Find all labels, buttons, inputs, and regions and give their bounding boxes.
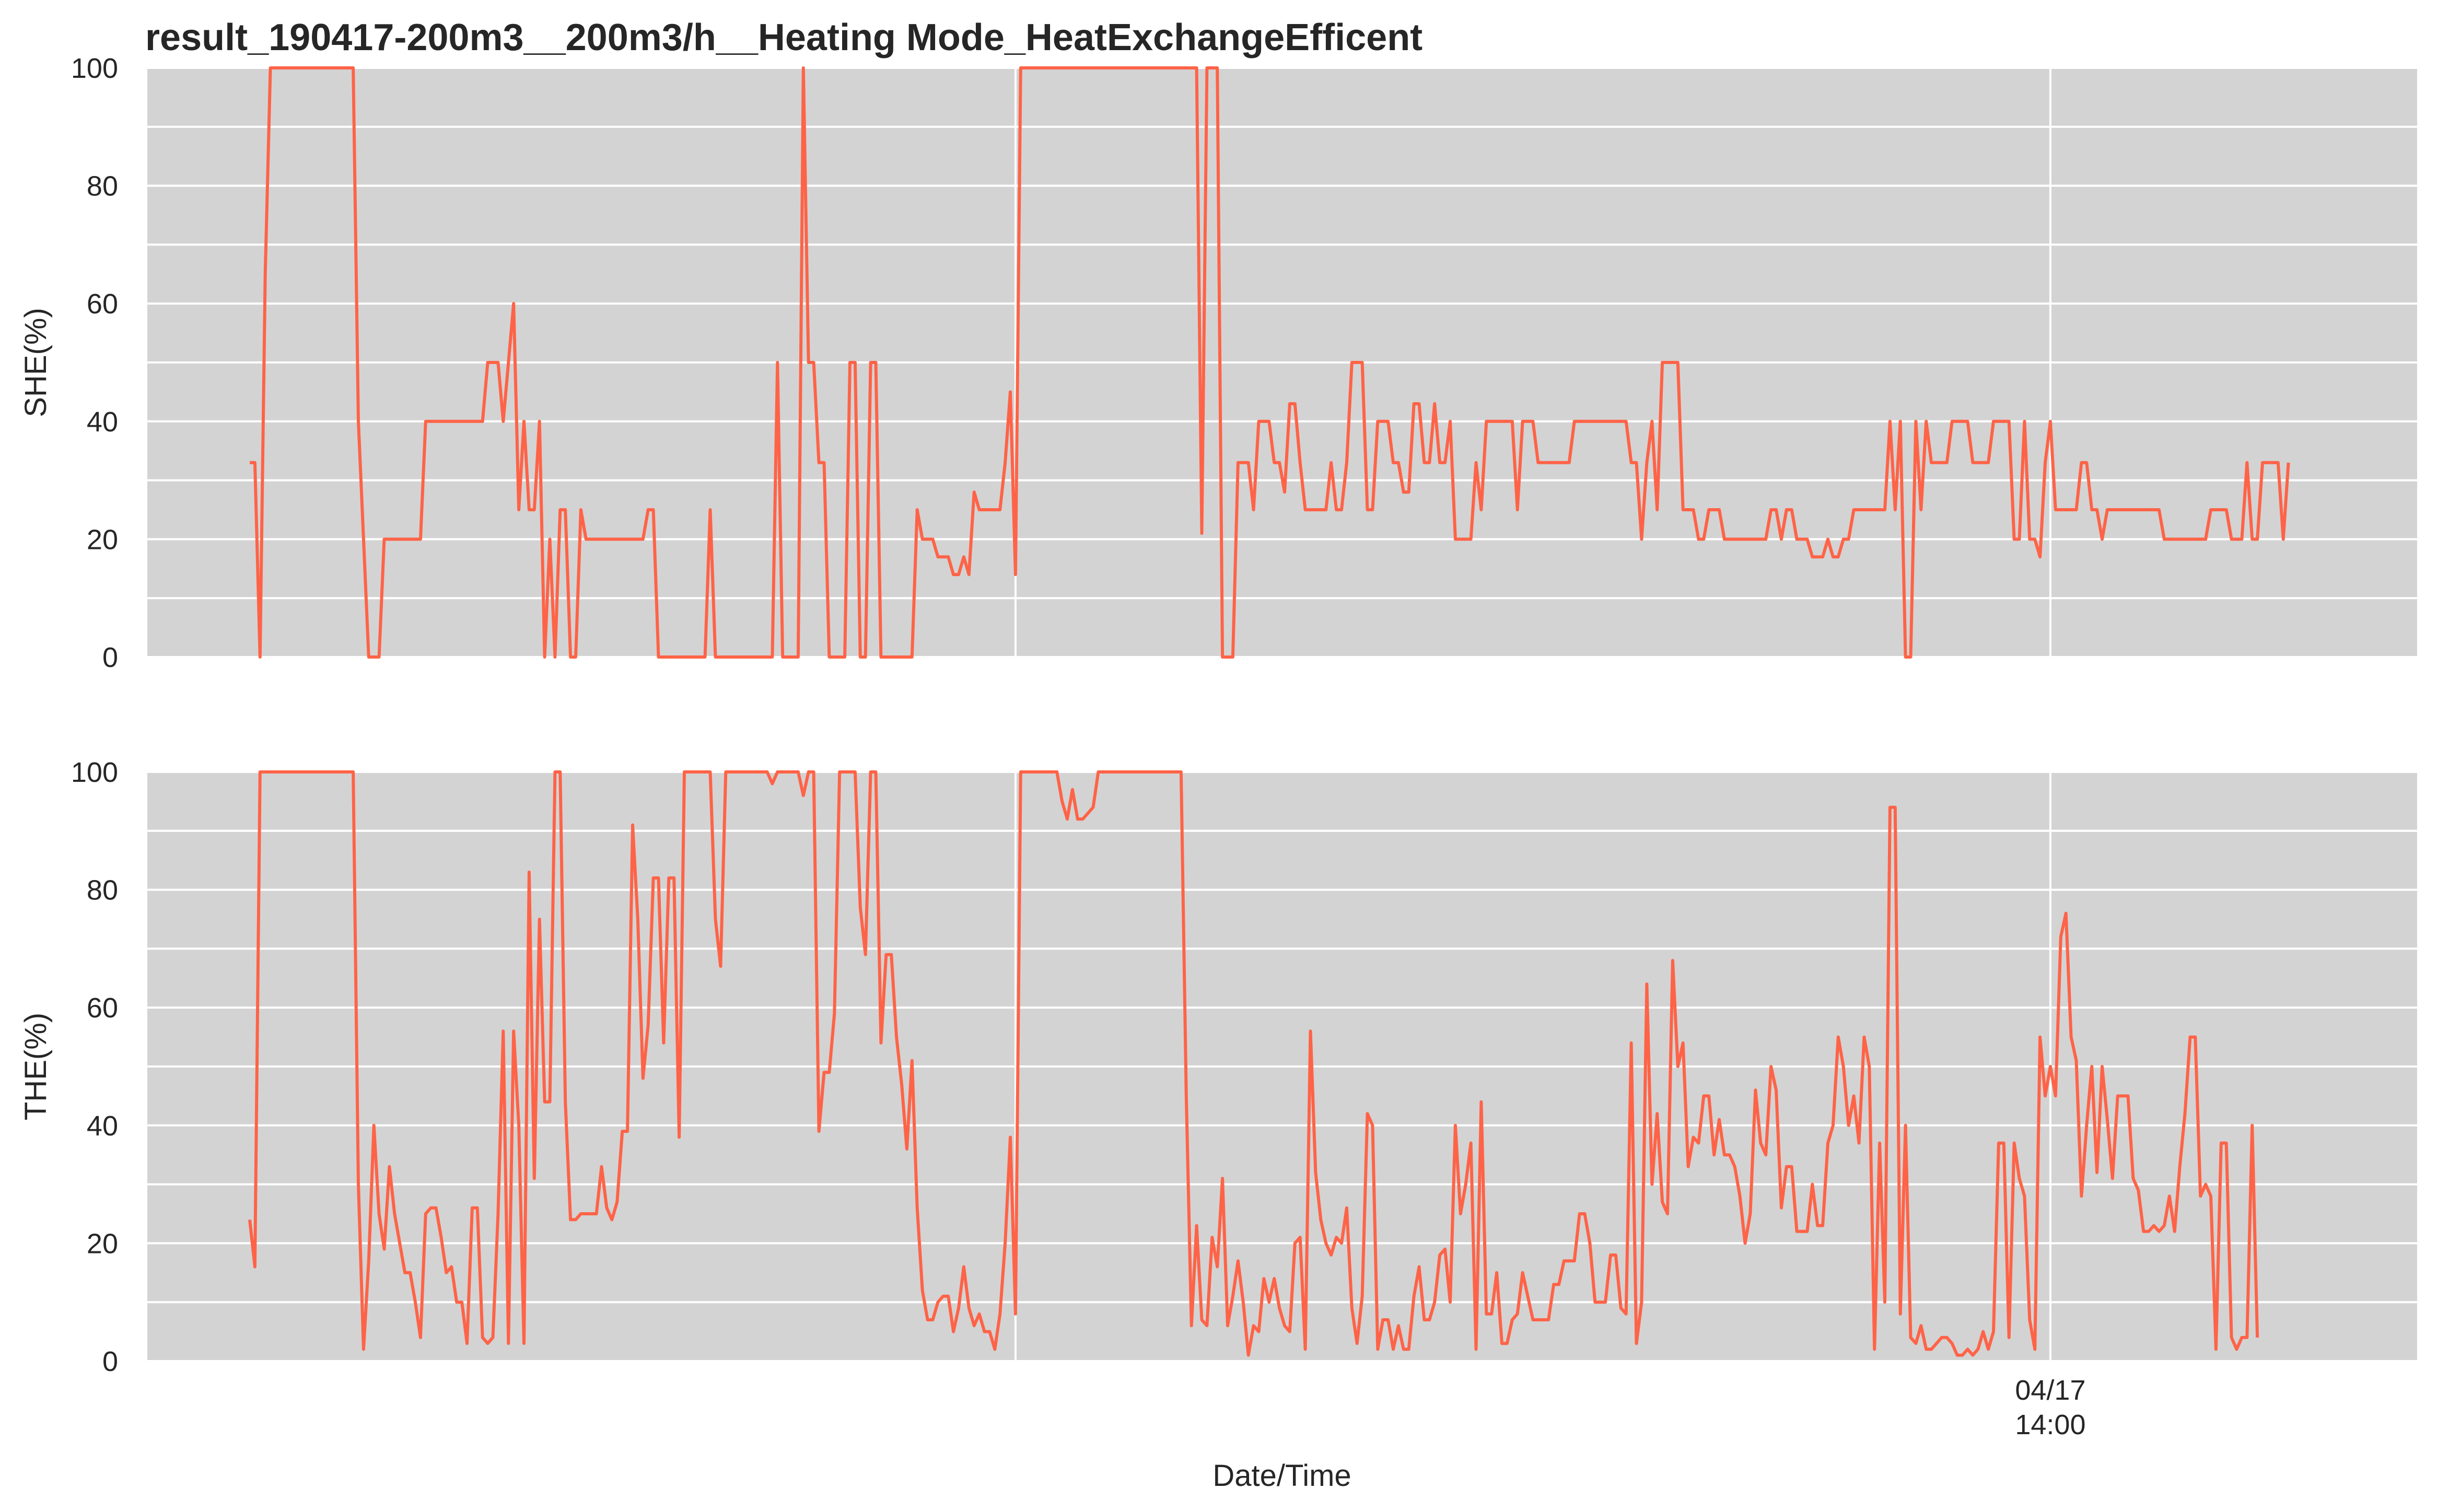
the-series-line [248, 770, 2259, 1357]
the-y-tick-label: 0 [102, 1346, 118, 1377]
she-y-axis-label: SHE(%) [19, 308, 53, 417]
x-tick-label-date: 04/17 [2015, 1375, 2085, 1406]
she-y-tick-label: 80 [87, 171, 118, 202]
x-tick-label-time: 14:00 [2015, 1409, 2085, 1440]
she-y-tick-label: 100 [71, 53, 118, 84]
the-y-tick-label: 80 [87, 875, 118, 906]
she-y-tick-label: 40 [87, 406, 118, 438]
the-y-tick-label: 100 [71, 757, 118, 788]
the-y-tick-label: 40 [87, 1110, 118, 1142]
the-y-tick-label: 60 [87, 992, 118, 1024]
the-y-tick-labels: 0 20 40 60 80 100 [71, 757, 118, 1377]
the-y-axis-label: THE(%) [19, 1013, 53, 1120]
she-gridlines [147, 67, 2417, 658]
the-y-tick-label: 20 [87, 1228, 118, 1259]
chart-title: result_190417-200m3__200m3/h__Heating Mo… [145, 17, 1422, 58]
she-series-line [250, 66, 2290, 659]
she-panel: 0 20 40 60 80 100 SHE(%) [19, 53, 2417, 673]
she-y-tick-label: 20 [87, 524, 118, 555]
she-y-tick-label: 0 [102, 642, 118, 673]
she-y-tick-labels: 0 20 40 60 80 100 [71, 53, 118, 673]
she-y-tick-label: 60 [87, 288, 118, 320]
x-axis-label: Date/Time [1212, 1459, 1351, 1493]
